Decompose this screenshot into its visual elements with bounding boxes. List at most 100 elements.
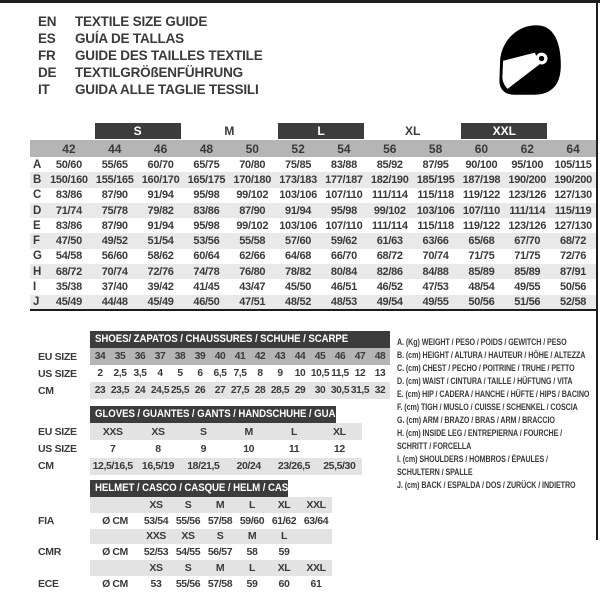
size-value: 76/80 [239, 265, 266, 278]
size-value: 67/70 [514, 235, 541, 248]
size-value: 78/82 [285, 265, 312, 278]
size-value: 119/122 [462, 189, 500, 202]
measurement-row: D 71/74 75/78 79/82 83/86 87/90 91/94 95/98 99/1… [30, 202, 596, 219]
size-value: 48 [374, 351, 386, 362]
column-header: 42 [62, 141, 76, 156]
size-value: 30 [314, 385, 326, 396]
size-value: 107/110 [325, 189, 363, 202]
legend-text: J. (cm) BACK / ESPALDA / DOS / ZURÜCK / … [397, 480, 576, 491]
size-value: 58/62 [147, 250, 174, 263]
gloves-title: GLOVES / GUANTES / GANTS / HANDSCHUHE / … [95, 408, 351, 420]
size-value: 27,5 [230, 385, 250, 396]
size-value: 99/102 [236, 219, 269, 232]
legend-text: G. (cm) ARM / BRAZO / BRAS / ARM / BRACC… [397, 415, 555, 426]
measurement-row: H 68/72 70/74 72/76 74/78 76/80 78/82 80/84 82/8… [30, 264, 596, 280]
size-label: S [184, 562, 192, 575]
brand-logo [492, 16, 566, 104]
size-value: M [244, 425, 253, 438]
helmet-values-row: CMR Ø CM 52/53 54/55 56/57 58 59 [30, 544, 365, 560]
size-value: 54/55 [175, 546, 201, 559]
size-value: 16,5/19 [141, 460, 175, 473]
size-value: 70/74 [101, 265, 128, 278]
value-band: 7 8 9 10 11 12 [90, 440, 362, 457]
legend-item: A. (Kg) WEIGHT / PESO / POIDS / GEWITCH … [397, 336, 597, 349]
size-value: 127/130 [554, 189, 592, 202]
size-value: 2,5 [113, 368, 127, 379]
legend-text: B. (cm) HEIGHT / ALTURA / HAUTEUR / HÖHE… [397, 350, 586, 361]
legend-item: B. (cm) HEIGHT / ALTURA / HAUTEUR / HÖHE… [397, 349, 597, 362]
size-value: 10 [294, 368, 306, 379]
size-value: 57/60 [285, 235, 312, 248]
size-value: 66/70 [330, 250, 357, 263]
size-value: 103/106 [416, 204, 455, 217]
size-value: 3,5 [133, 368, 147, 379]
size-value: 187/198 [462, 173, 501, 186]
table-row: EU SIZE XXS XS S M L XL [30, 423, 395, 441]
size-value: 60/64 [193, 250, 220, 263]
column-header: 46 [153, 141, 168, 156]
shoes-title: SHOES/ ZAPATOS / CHAUSSURES / SCHUHE / S… [95, 333, 349, 345]
row-label: A [33, 158, 42, 171]
row-label: E [33, 219, 41, 232]
size-value: 72/76 [560, 250, 587, 263]
size-value: 99/102 [373, 204, 406, 217]
row-label: EU SIZE [38, 425, 77, 438]
size-value: 26 [194, 385, 206, 396]
size-label: XL [277, 562, 291, 575]
measurement-row: I 35/38 37/40 39/42 41/45 43/47 45/50 46/51 46/5… [30, 279, 596, 294]
measurement-row: G 54/58 56/60 58/62 60/64 62/66 64/68 66/70 68/7… [30, 249, 596, 264]
helmet-rows: XS S M L XL XXL FIA Ø CM 53/54 55/56 57/58 59/60 61/… [30, 497, 365, 592]
size-value: L [290, 425, 297, 438]
size-value: 99/102 [236, 189, 269, 202]
size-value: 43/47 [239, 281, 266, 294]
size-value: 25,5 [170, 385, 190, 396]
size-value: 111/114 [371, 189, 408, 202]
measurement-row: A 50/60 55/65 60/70 65/75 70/80 75/85 83/88 85/9… [30, 157, 596, 172]
size-value: 75/85 [285, 158, 312, 171]
size-value: 23 [94, 385, 106, 396]
size-group-row: S M L XL XXL [30, 122, 596, 140]
values-band: Ø CM 53/54 55/56 57/58 59/60 61/62 63/64 [90, 513, 332, 529]
size-value: 11,5 [331, 368, 349, 379]
size-value: 45/50 [285, 281, 312, 294]
size-value: 68/72 [376, 250, 403, 263]
size-value: 52/53 [143, 546, 169, 559]
size-value: 60/70 [147, 158, 174, 171]
language-row: ES GUÍA DE TALLAS [38, 30, 263, 47]
language-row: IT GUIDA ALLE TAGLIE TESSILI [38, 81, 263, 98]
size-value: 190/200 [508, 173, 547, 186]
table-row: CM 12,5/16,5 16,5/19 18/21,5 20/24 23/26,5 25,… [30, 457, 395, 476]
size-value: 2 [97, 368, 103, 379]
row-label: J [33, 296, 40, 309]
size-value: 37/40 [101, 281, 128, 294]
size-value: 123/126 [508, 219, 547, 232]
size-value: 87/90 [101, 189, 128, 202]
size-value: 48/52 [285, 296, 312, 309]
size-value: 8 [155, 443, 161, 456]
size-value: 20/24 [236, 460, 262, 473]
size-group-xl: XL [404, 124, 421, 138]
measurement-legend: A. (Kg) WEIGHT / PESO / POIDS / GEWITCH … [397, 336, 597, 492]
size-value: 32 [374, 385, 386, 396]
size-value: 47 [354, 351, 366, 362]
column-header: 62 [520, 141, 534, 156]
size-value: 165/175 [187, 173, 226, 186]
size-value: XS [151, 425, 165, 438]
size-value: 70/80 [239, 158, 266, 171]
size-value: 70/74 [422, 250, 449, 263]
size-value: 7,5 [233, 368, 247, 379]
language-label: GUIDA ALLE TAGLIE TESSILI [75, 82, 259, 97]
size-value: 55/58 [239, 235, 266, 248]
size-value: 75/78 [101, 204, 128, 217]
value-band: 23 23,5 24 24,5 25,5 26 27 27,5 28 28,5 29 30 30,5 31… [90, 382, 390, 399]
size-value: 46 [334, 351, 346, 362]
legend-text: C. (cm) CHEST / PECHO / POITRINE / TRUHE… [397, 363, 575, 374]
sizes-band: XXS XS S M L [90, 528, 332, 545]
size-value: 74/78 [193, 265, 220, 278]
measurement-row: J 45/49 44/48 45/49 46/50 47/51 48/52 48/53 49/5… [30, 294, 596, 310]
column-header: 50 [245, 141, 259, 156]
size-value: 9 [200, 443, 207, 456]
size-value: 35 [114, 351, 126, 362]
size-value: 87/95 [422, 158, 449, 171]
size-value: 40 [214, 351, 226, 362]
